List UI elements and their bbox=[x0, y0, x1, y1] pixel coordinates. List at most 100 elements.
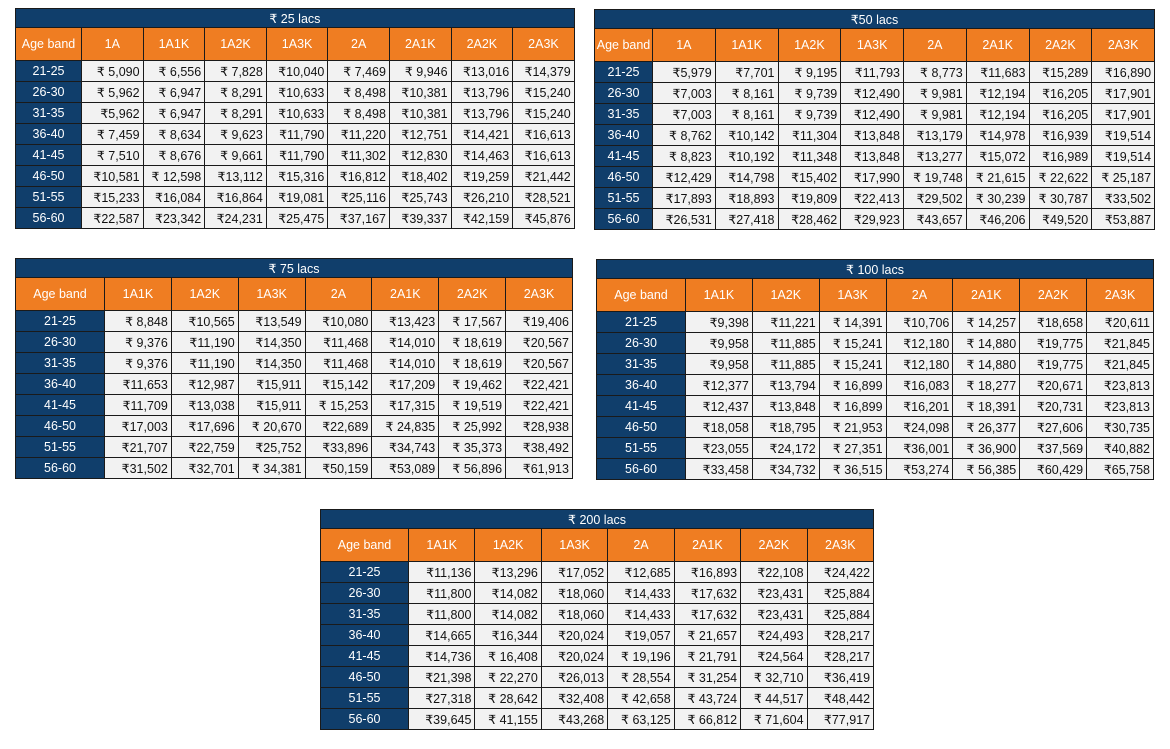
premium-cell: ₹ 6,947 bbox=[142, 81, 206, 103]
premium-cell: ₹16,613 bbox=[512, 144, 575, 166]
premium-cell: ₹19,514 bbox=[1091, 124, 1156, 146]
age-band-cell: 36-40 bbox=[320, 624, 409, 646]
premium-cell: ₹17,990 bbox=[840, 166, 904, 188]
age-band-cell: 51-55 bbox=[15, 186, 82, 208]
premium-cell: ₹17,893 bbox=[652, 187, 716, 209]
premium-cell: ₹ 14,257 bbox=[952, 311, 1021, 333]
premium-cell: ₹37,569 bbox=[1019, 437, 1088, 459]
premium-cell: ₹12,987 bbox=[170, 373, 239, 395]
premium-table-200-lacs: ₹ 200 lacs Age band 1A1K 1A2K 1A3K 2A 2A1K 2A2K… bbox=[319, 509, 875, 730]
premium-cell: ₹ 35,373 bbox=[438, 436, 507, 458]
premium-cell: ₹ 9,661 bbox=[204, 144, 267, 166]
premium-cell: ₹77,917 bbox=[806, 708, 875, 730]
table-row: 26-30 ₹ 5,962 ₹ 6,947 ₹ 8,291 ₹10,633 ₹ 8,498… bbox=[15, 81, 575, 103]
age-band-cell: 31-35 bbox=[594, 103, 653, 125]
premium-cell: ₹23,342 bbox=[142, 207, 206, 229]
plan-column-header: 2A1K bbox=[371, 277, 440, 311]
premium-cell: ₹16,890 bbox=[1091, 61, 1156, 83]
premium-cell: ₹16,613 bbox=[512, 123, 575, 145]
premium-cell: ₹29,923 bbox=[840, 208, 904, 230]
age-band-header: Age band bbox=[594, 28, 653, 62]
age-band-cell: 31-35 bbox=[15, 102, 82, 124]
premium-cell: ₹ 41,155 bbox=[474, 708, 542, 730]
age-band-cell: 26-30 bbox=[596, 332, 686, 354]
table-row: 41-45 ₹ 8,823 ₹10,192 ₹11,348 ₹13,848 ₹13,277… bbox=[594, 145, 1156, 167]
premium-cell: ₹ 8,498 bbox=[327, 81, 390, 103]
premium-cell: ₹48,442 bbox=[806, 687, 875, 709]
plan-column-header: 1A1K bbox=[142, 27, 206, 61]
table-row: 21-25 ₹5,979 ₹7,701 ₹ 9,195 ₹11,793 ₹ 8,773 ₹1… bbox=[594, 61, 1156, 83]
plan-column-header: 2A bbox=[327, 27, 390, 61]
table-row: 46-50 ₹12,429 ₹14,798 ₹15,402 ₹17,990 ₹ 19,74… bbox=[594, 166, 1156, 188]
table-row: 36-40 ₹ 7,459 ₹ 8,634 ₹ 9,623 ₹11,790 ₹11,220… bbox=[15, 123, 575, 145]
premium-cell: ₹38,492 bbox=[505, 436, 573, 458]
table-row: 41-45 ₹11,709 ₹13,038 ₹15,911 ₹ 15,253 ₹17,31… bbox=[15, 394, 573, 416]
premium-cell: ₹ 8,823 bbox=[652, 145, 716, 167]
table-row: 26-30 ₹11,800 ₹14,082 ₹18,060 ₹14,433 ₹17,632… bbox=[320, 582, 875, 604]
premium-cell: ₹22,421 bbox=[505, 394, 573, 416]
premium-cell: ₹27,606 bbox=[1019, 416, 1088, 438]
premium-cell: ₹ 9,376 bbox=[104, 352, 172, 374]
premium-cell: ₹11,800 bbox=[407, 603, 476, 625]
premium-cell: ₹ 25,187 bbox=[1091, 166, 1156, 188]
premium-cell: ₹ 20,670 bbox=[237, 415, 306, 437]
premium-cell: ₹16,201 bbox=[885, 395, 954, 417]
premium-cell: ₹ 19,196 bbox=[607, 645, 675, 667]
age-band-cell: 41-45 bbox=[15, 144, 82, 166]
premium-cell: ₹ 31,254 bbox=[673, 666, 742, 688]
premium-cell: ₹16,084 bbox=[142, 186, 206, 208]
premium-cell: ₹43,268 bbox=[540, 708, 609, 730]
table-title: ₹ 200 lacs bbox=[319, 509, 875, 529]
premium-cell: ₹ 7,510 bbox=[81, 144, 144, 166]
premium-cell: ₹ 8,161 bbox=[714, 103, 779, 125]
table-row: 31-35 ₹9,958 ₹11,885 ₹ 15,241 ₹12,180 ₹ 14,88… bbox=[596, 353, 1155, 375]
premium-cell: ₹16,205 bbox=[1028, 103, 1093, 125]
premium-cell: ₹26,013 bbox=[540, 666, 609, 688]
premium-cell: ₹13,016 bbox=[450, 60, 514, 82]
age-band-cell: 56-60 bbox=[320, 708, 409, 730]
table-title: ₹ 25 lacs bbox=[15, 8, 575, 28]
premium-cell: ₹ 9,376 bbox=[104, 331, 172, 353]
premium-cell: ₹17,632 bbox=[673, 582, 742, 604]
plan-column-header: 2A2K bbox=[1028, 28, 1093, 62]
age-band-cell: 21-25 bbox=[15, 310, 105, 332]
plan-column-header: 1A2K bbox=[777, 28, 842, 62]
plan-column-header: 2A1K bbox=[952, 278, 1021, 312]
age-band-cell: 41-45 bbox=[320, 645, 409, 667]
premium-cell: ₹14,010 bbox=[371, 352, 440, 374]
premium-cell: ₹16,989 bbox=[1028, 145, 1093, 167]
premium-cell: ₹39,645 bbox=[407, 708, 476, 730]
premium-cell: ₹ 56,385 bbox=[952, 458, 1021, 480]
age-band-cell: 36-40 bbox=[594, 124, 653, 146]
table-row: 31-35 ₹11,800 ₹14,082 ₹18,060 ₹14,433 ₹17,632… bbox=[320, 603, 875, 625]
premium-cell: ₹15,911 bbox=[237, 394, 306, 416]
premium-cell: ₹ 63,125 bbox=[607, 708, 675, 730]
premium-cell: ₹40,882 bbox=[1086, 437, 1155, 459]
age-band-cell: 51-55 bbox=[596, 437, 686, 459]
premium-cell: ₹13,038 bbox=[170, 394, 239, 416]
premium-cell: ₹25,884 bbox=[806, 582, 875, 604]
premium-cell: ₹14,379 bbox=[512, 60, 575, 82]
premium-cell: ₹61,913 bbox=[505, 457, 573, 479]
table-row: 26-30 ₹7,003 ₹ 8,161 ₹ 9,739 ₹12,490 ₹ 9,981 ₹… bbox=[594, 82, 1156, 104]
plan-column-header: 2A2K bbox=[1019, 278, 1088, 312]
premium-cell: ₹11,304 bbox=[777, 124, 842, 146]
premium-cell: ₹12,377 bbox=[685, 374, 753, 396]
premium-cell: ₹ 18,277 bbox=[952, 374, 1021, 396]
premium-cell: ₹18,658 bbox=[1019, 311, 1088, 333]
premium-cell: ₹49,520 bbox=[1028, 208, 1093, 230]
table-row: 21-25 ₹ 8,848 ₹10,565 ₹13,549 ₹10,080 ₹13,423… bbox=[15, 310, 573, 332]
plan-column-header: 1A bbox=[81, 27, 144, 61]
premium-cell: ₹32,408 bbox=[540, 687, 609, 709]
premium-cell: ₹ 44,517 bbox=[740, 687, 808, 709]
premium-cell: ₹19,259 bbox=[450, 165, 514, 187]
premium-cell: ₹ 5,090 bbox=[81, 60, 144, 82]
premium-cell: ₹ 15,253 bbox=[304, 394, 373, 416]
plan-column-header: 1A2K bbox=[170, 277, 239, 311]
premium-cell: ₹13,794 bbox=[751, 374, 820, 396]
age-band-cell: 26-30 bbox=[320, 582, 409, 604]
premium-cell: ₹ 43,724 bbox=[673, 687, 742, 709]
premium-cell: ₹ 16,408 bbox=[474, 645, 542, 667]
premium-cell: ₹12,180 bbox=[885, 332, 954, 354]
table-row: 36-40 ₹12,377 ₹13,794 ₹ 16,899 ₹16,083 ₹ 18,2… bbox=[596, 374, 1155, 396]
